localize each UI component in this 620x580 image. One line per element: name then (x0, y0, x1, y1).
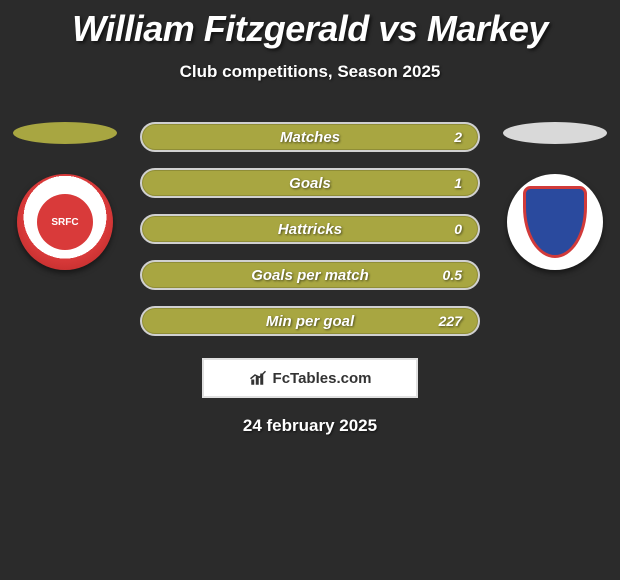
stat-right-mpg: 227 (432, 313, 462, 329)
left-club-badge-text: SRFC (37, 194, 93, 250)
chart-icon (249, 369, 267, 387)
stat-label-hattricks: Hattricks (278, 221, 342, 238)
stat-bar-goals: Goals 1 (140, 168, 480, 198)
stat-bar-matches: Matches 2 (140, 122, 480, 152)
right-club-shield (523, 186, 587, 258)
stat-right-matches: 2 (432, 129, 462, 145)
brand-box: FcTables.com (202, 358, 418, 398)
stat-bar-hattricks: Hattricks 0 (140, 214, 480, 244)
stat-label-gpm: Goals per match (251, 267, 369, 284)
stat-label-goals: Goals (289, 175, 331, 192)
right-side (500, 122, 610, 270)
subtitle: Club competitions, Season 2025 (0, 62, 620, 82)
left-side: SRFC (10, 122, 120, 270)
right-club-badge (507, 174, 603, 270)
stat-bar-mpg: Min per goal 227 (140, 306, 480, 336)
left-ellipse (13, 122, 117, 144)
date-text: 24 february 2025 (0, 416, 620, 436)
stat-right-hattricks: 0 (432, 221, 462, 237)
stat-bar-gpm: Goals per match 0.5 (140, 260, 480, 290)
stats-list: Matches 2 Goals 1 Hattricks 0 Goals per … (140, 122, 480, 336)
stat-right-goals: 1 (432, 175, 462, 191)
page-title: William Fitzgerald vs Markey (0, 0, 620, 50)
right-ellipse (503, 122, 607, 144)
comparison-area: SRFC Matches 2 Goals 1 Hattricks 0 Goals… (0, 122, 620, 336)
stat-right-gpm: 0.5 (432, 267, 462, 283)
stat-label-mpg: Min per goal (266, 313, 354, 330)
brand-text: FcTables.com (273, 370, 372, 387)
stat-label-matches: Matches (280, 129, 340, 146)
left-club-badge: SRFC (17, 174, 113, 270)
